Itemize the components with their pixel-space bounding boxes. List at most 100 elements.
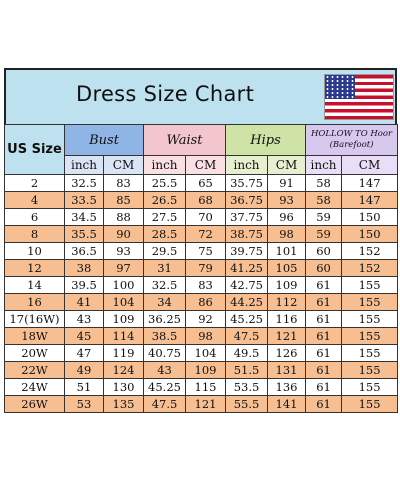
table-row: 17(16W) 43 109 36.25 92 45.25 116 61 155 [4, 310, 399, 328]
table-row: 2 32.5 83 25.5 65 35.75 91 58 147 [4, 174, 399, 192]
unit-cell: inch [143, 155, 187, 175]
measurement-cell: 109 [102, 310, 145, 328]
measurement-cell: 59 [305, 225, 343, 243]
measurement-cell: 41 [64, 293, 104, 311]
title-banner: Dress Size Chart [4, 68, 397, 124]
measurement-cell: 88 [102, 208, 145, 226]
measurement-cell: 39.5 [64, 276, 104, 294]
table-row: 10 36.5 93 29.5 75 39.75 101 60 152 [4, 242, 399, 260]
measurement-cell: 104 [185, 344, 227, 362]
measurement-cell: 28.5 [143, 225, 187, 243]
measurement-cell: 155 [341, 344, 399, 362]
measurement-cell: 35.75 [225, 174, 269, 192]
measurement-cell: 43 [64, 310, 104, 328]
measurement-cell: 101 [267, 242, 307, 260]
unit-cell: inch [64, 155, 104, 175]
size-label: 12 [4, 259, 65, 277]
measurement-cell: 150 [341, 225, 399, 243]
measurement-cell: 61 [305, 395, 343, 413]
size-label: 2 [4, 174, 65, 192]
measurement-cell: 141 [267, 395, 307, 413]
measurement-cell: 58 [305, 174, 343, 192]
measurement-cell: 112 [267, 293, 307, 311]
measurement-cell: 152 [341, 242, 399, 260]
size-label: 24W [4, 378, 65, 396]
hollow-header-line1: HOLLOW TO Hoor [310, 129, 393, 139]
measurement-cell: 114 [102, 327, 145, 345]
measurement-cell: 55.5 [225, 395, 269, 413]
measurement-cell: 61 [305, 327, 343, 345]
size-label: 20W [4, 344, 65, 362]
measurement-cell: 135 [102, 395, 145, 413]
measurement-cell: 126 [267, 344, 307, 362]
measurement-cell: 39.75 [225, 242, 269, 260]
measurement-cell: 51 [64, 378, 104, 396]
measurement-cell: 38.75 [225, 225, 269, 243]
measurement-cell: 109 [267, 276, 307, 294]
us-size-header: US Size [4, 124, 65, 175]
table-row: 12 38 97 31 79 41.25 105 60 152 [4, 259, 399, 277]
measurement-cell: 155 [341, 395, 399, 413]
measurement-cell: 155 [341, 276, 399, 294]
us-flag-icon [324, 74, 394, 120]
measurement-cell: 100 [102, 276, 145, 294]
measurement-cell: 29.5 [143, 242, 187, 260]
measurement-cell: 37.75 [225, 208, 269, 226]
measurement-cell: 40.75 [143, 344, 187, 362]
measurement-cell: 105 [267, 259, 307, 277]
unit-cell: CM [185, 155, 227, 175]
table-row: 4 33.5 85 26.5 68 36.75 93 58 147 [4, 191, 399, 209]
table-row: 14 39.5 100 32.5 83 42.75 109 61 155 [4, 276, 399, 294]
measurement-cell: 70 [185, 208, 227, 226]
measurement-cell: 32.5 [64, 174, 104, 192]
table-row: 18W 45 114 38.5 98 47.5 121 61 155 [4, 327, 399, 345]
measurement-cell: 119 [102, 344, 145, 362]
measurement-cell: 98 [185, 327, 227, 345]
measurement-cell: 83 [185, 276, 227, 294]
measurement-cell: 33.5 [64, 191, 104, 209]
measurement-cell: 60 [305, 259, 343, 277]
size-label: 6 [4, 208, 65, 226]
measurement-cell: 152 [341, 259, 399, 277]
measurement-cell: 47 [64, 344, 104, 362]
measurement-cell: 34 [143, 293, 187, 311]
measurement-cell: 45 [64, 327, 104, 345]
measurement-cell: 45.25 [143, 378, 187, 396]
measurement-cell: 61 [305, 361, 343, 379]
unit-cell: inch [305, 155, 343, 175]
size-label: 16 [4, 293, 65, 311]
measurement-cell: 25.5 [143, 174, 187, 192]
measurement-cell: 98 [267, 225, 307, 243]
measurement-cell: 91 [267, 174, 307, 192]
table-row: 22W 49 124 43 109 51.5 131 61 155 [4, 361, 399, 379]
measurement-cell: 131 [267, 361, 307, 379]
unit-cell: CM [102, 155, 145, 175]
measurement-cell: 116 [267, 310, 307, 328]
measurement-cell: 79 [185, 259, 227, 277]
measurement-cell: 36.5 [64, 242, 104, 260]
measurement-cell: 72 [185, 225, 227, 243]
measurement-cell: 36.75 [225, 191, 269, 209]
measurement-cell: 92 [185, 310, 227, 328]
measurement-cell: 43 [143, 361, 187, 379]
measurement-cell: 60 [305, 242, 343, 260]
measurement-cell: 61 [305, 276, 343, 294]
measurement-cell: 93 [267, 191, 307, 209]
measurement-cell: 26.5 [143, 191, 187, 209]
size-label: 10 [4, 242, 65, 260]
measurement-cell: 51.5 [225, 361, 269, 379]
measurement-cell: 32.5 [143, 276, 187, 294]
measurement-cell: 97 [102, 259, 145, 277]
measurement-cell: 86 [185, 293, 227, 311]
measurement-cell: 49.5 [225, 344, 269, 362]
hollow-header-line2: (Barefoot) [329, 140, 374, 150]
table-row: 20W 47 119 40.75 104 49.5 126 61 155 [4, 344, 399, 362]
size-label: 4 [4, 191, 65, 209]
measurement-cell: 68 [185, 191, 227, 209]
measurement-cell: 75 [185, 242, 227, 260]
measurement-cell: 90 [102, 225, 145, 243]
size-chart: Dress Size Chart US Size Bust Waist Hips… [4, 68, 399, 413]
measurement-cell: 45.25 [225, 310, 269, 328]
measurement-cell: 155 [341, 361, 399, 379]
measurement-cell: 41.25 [225, 259, 269, 277]
